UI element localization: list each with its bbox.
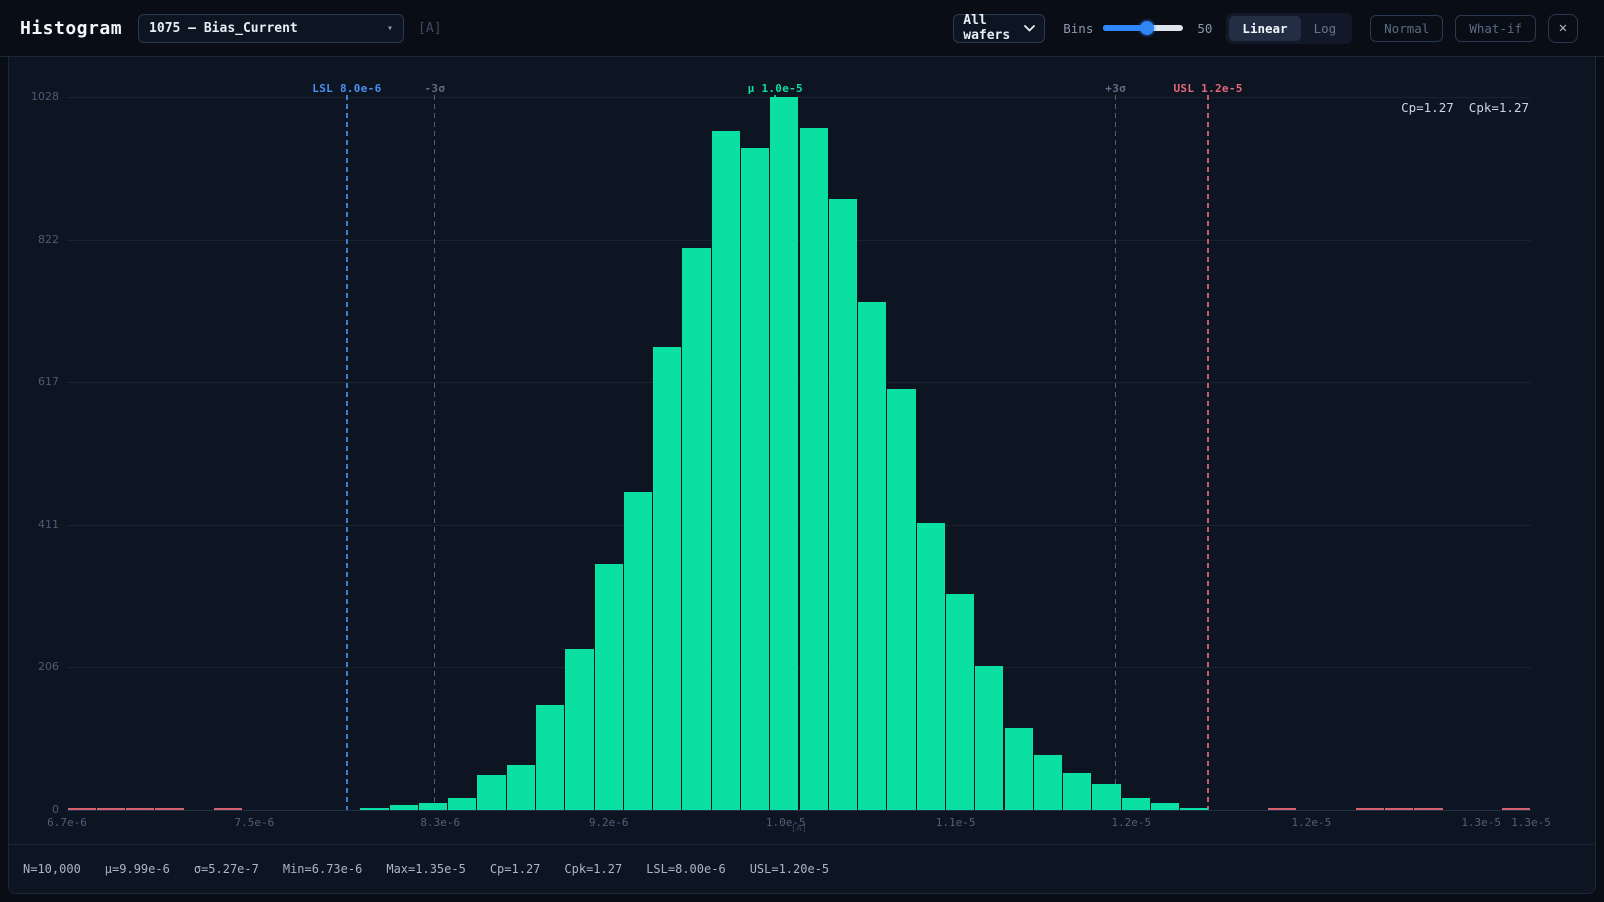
y-axis-tick-label: 1028 [15,90,59,103]
histogram-bar[interactable] [858,302,886,810]
status-item: N=10,000 [23,862,81,876]
histogram-bar[interactable] [565,649,593,810]
mu-marker-label: μ 1.0e-5 [710,82,840,95]
histogram-bar[interactable] [97,808,125,810]
status-item: LSL=8.00e-6 [646,862,725,876]
x-axis-tick-label: 9.2e-6 [574,816,644,829]
parameter-unit-label: [A] [418,21,441,36]
histogram-bar[interactable] [536,705,564,810]
y-axis-tick-label: 206 [15,660,59,673]
histogram-bar[interactable] [829,199,857,810]
histogram-bar[interactable] [1034,755,1062,810]
bins-slider[interactable] [1103,20,1183,36]
histogram-bar[interactable] [477,775,505,810]
histogram-bar[interactable] [419,803,447,810]
scale-log-button[interactable]: Log [1301,16,1350,41]
histogram-bar[interactable] [887,389,915,810]
histogram-bar[interactable] [214,808,242,810]
status-item: Max=1.35e-5 [386,862,465,876]
histogram-plot: Cp=1.27 Cpk=1.27 [A] 02064116178221028LS… [9,57,1595,844]
y-axis-tick-label: 411 [15,518,59,531]
normal-button[interactable]: Normal [1370,15,1443,42]
histogram-bar[interactable] [946,594,974,810]
histogram-bar[interactable] [155,808,183,810]
histogram-bar[interactable] [1502,808,1530,810]
x-axis-tick-label: 1.2e-5 [1276,816,1346,829]
histogram-bar[interactable] [682,248,710,810]
status-item: σ=5.27e-7 [194,862,259,876]
bins-label: Bins [1063,21,1093,36]
x-axis-tick-label: 1.1e-5 [921,816,991,829]
x-axis-tick-label: 1.2e-5 [1096,816,1166,829]
histogram-bar[interactable] [360,808,388,810]
wafer-select-value: All wafers [963,13,1018,43]
histogram-bar[interactable] [1151,803,1179,810]
scale-toggle: Linear Log [1226,13,1352,44]
capability-label: Cp=1.27 Cpk=1.27 [1401,100,1529,115]
bins-value: 50 [1197,21,1212,36]
histogram-bar[interactable] [1268,808,1296,810]
histogram-bar[interactable] [624,492,652,810]
x-axis-tick-label: 1.3e-5 [1496,816,1566,829]
close-button[interactable]: ✕ [1548,14,1578,43]
histogram-bar[interactable] [448,798,476,811]
chart-panel: Cp=1.27 Cpk=1.27 [A] 02064116178221028LS… [8,57,1596,894]
scale-linear-button[interactable]: Linear [1229,16,1300,41]
histogram-bar[interactable] [653,347,681,810]
minus-3-sigma-marker-label: -3σ [370,82,500,95]
y-gridline [67,97,1531,98]
x-axis-tick-label: 1.0e-5 [751,816,821,829]
histogram-bar[interactable] [1180,808,1208,810]
y-axis-tick-label: 0 [15,803,59,816]
y-axis-tick-label: 822 [15,233,59,246]
parameter-select-value: 1075 — Bias_Current [149,21,298,36]
status-item: USL=1.20e-5 [750,862,829,876]
app-title: Histogram [20,18,122,39]
bins-slider-thumb[interactable] [1140,21,1154,35]
status-bar: N=10,000 μ=9.99e-6 σ=5.27e-7 Min=6.73e-6 Max… [9,844,1595,893]
histogram-bar[interactable] [1122,798,1150,810]
x-axis-tick-label: 8.3e-6 [405,816,475,829]
histogram-bar[interactable] [1063,773,1091,810]
histogram-bar[interactable] [800,128,828,810]
status-item: μ=9.99e-6 [105,862,170,876]
histogram-bar[interactable] [1005,728,1033,811]
status-item: Cpk=1.27 [564,862,622,876]
y-axis-tick-label: 617 [15,375,59,388]
x-axis-tick-label: 7.5e-6 [219,816,289,829]
histogram-bar[interactable] [1356,808,1384,810]
histogram-bar[interactable] [390,805,418,810]
histogram-bar[interactable] [1414,808,1442,810]
histogram-bar[interactable] [712,131,740,810]
histogram-bar[interactable] [1092,784,1120,810]
histogram-bar[interactable] [595,564,623,810]
status-item: Min=6.73e-6 [283,862,362,876]
histogram-bar[interactable] [770,97,798,810]
chevron-down-icon [1024,25,1035,32]
usl-marker-line [1207,95,1209,810]
whatif-button[interactable]: What-if [1455,15,1536,42]
parameter-select[interactable]: 1075 — Bias_Current ▾ [138,14,404,43]
toolbar: Histogram 1075 — Bias_Current ▾ [A] All … [0,0,1604,57]
histogram-bar[interactable] [68,808,96,810]
dropdown-arrow-icon: ▾ [387,23,393,34]
status-item: Cp=1.27 [490,862,541,876]
histogram-bar[interactable] [507,765,535,810]
histogram-bar[interactable] [741,148,769,810]
histogram-bar[interactable] [917,523,945,810]
x-axis-tick-label: 6.7e-6 [32,816,102,829]
minus-3-sigma-marker-line [434,95,435,810]
lsl-marker-line [346,95,348,810]
histogram-bar[interactable] [975,666,1003,810]
histogram-bar[interactable] [1385,808,1413,810]
usl-marker-label: USL 1.2e-5 [1143,82,1273,95]
plus-3-sigma-marker-line [1115,95,1116,810]
wafer-select[interactable]: All wafers [953,14,1045,43]
y-gridline [67,810,1531,811]
histogram-bar[interactable] [126,808,154,810]
